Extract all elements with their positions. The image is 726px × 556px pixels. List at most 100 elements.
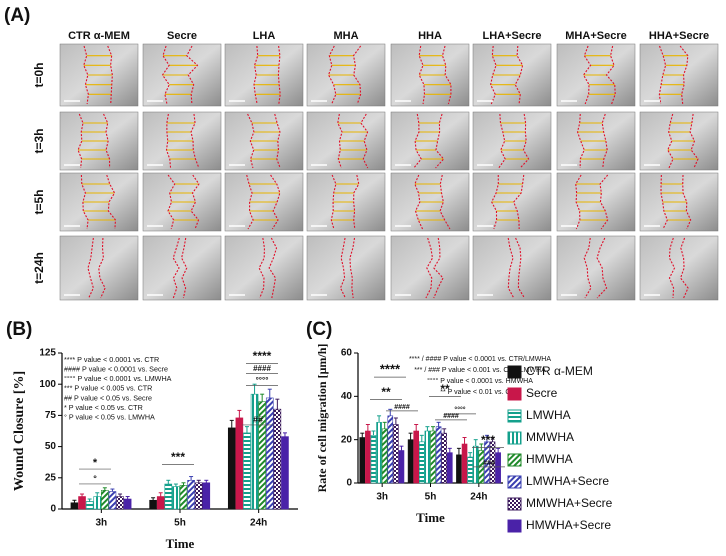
- significance-mark: ***: [481, 433, 495, 447]
- bar: [376, 422, 382, 484]
- bar: [495, 452, 501, 484]
- bar: [413, 430, 420, 484]
- wound-edge: [515, 237, 525, 299]
- panel-label: (C): [306, 319, 332, 340]
- significance-mark: **: [440, 382, 450, 396]
- y-tick-label: 0: [50, 504, 56, 515]
- x-tick-label: 5h: [174, 518, 186, 529]
- wound-edge: [605, 45, 616, 105]
- y-tick-label: 20: [341, 434, 353, 445]
- y-tick-label: 75: [45, 410, 57, 421]
- wound-edge: [682, 174, 692, 230]
- y-tick-label: 50: [45, 441, 57, 452]
- legend-swatch: [507, 431, 522, 445]
- significance-mark: **: [381, 385, 391, 399]
- significance-mark: ####: [253, 364, 271, 373]
- column-label: MHA: [333, 30, 358, 42]
- significance-mark: °: [93, 473, 97, 483]
- y-tick-label: 25: [45, 472, 57, 483]
- annotation: **** P value < 0.0001 vs. CTR: [64, 355, 159, 364]
- wound-edge: [268, 237, 278, 299]
- wound-edge: [599, 174, 609, 230]
- legend-label: HMWHA: [526, 452, 573, 466]
- wound-edge: [660, 174, 668, 230]
- wound-edge: [77, 113, 84, 169]
- bar: [435, 426, 442, 484]
- row-label: t=5h: [32, 189, 46, 214]
- y-tick-label: 100: [39, 379, 56, 390]
- wound-edge: [441, 45, 452, 105]
- annotation: *** / ### P value < 0.001 vs. CTR/LMWHA: [414, 367, 546, 374]
- wound-edge: [601, 113, 608, 169]
- bar: [407, 439, 414, 484]
- legend-label: HMWHA+Secre: [526, 518, 611, 532]
- bar: [164, 483, 173, 510]
- bar: [265, 397, 274, 510]
- y-tick-label: 125: [39, 348, 56, 359]
- wound-edge: [186, 45, 199, 105]
- bar: [194, 482, 203, 510]
- bar: [441, 432, 448, 484]
- x-tick-label: 3h: [95, 518, 107, 529]
- wound-edge: [433, 237, 444, 299]
- wound-edge: [414, 174, 424, 230]
- wound-edge: [106, 174, 117, 230]
- legend-label: MMWHA+Secre: [526, 496, 613, 510]
- bar: [430, 430, 436, 484]
- bar: [243, 432, 251, 510]
- bar: [365, 430, 371, 484]
- significance-mark: ****: [380, 361, 401, 376]
- wound-edge: [165, 113, 172, 169]
- annotation: ° P value < 0.05 vs. LMWHA: [64, 413, 155, 422]
- y-tick-label: 0: [346, 478, 352, 489]
- wound-edge: [425, 237, 434, 299]
- row-label: t=3h: [32, 128, 46, 153]
- column-label: CTR α-MEM: [68, 30, 130, 42]
- annotation: #### P value < 0.0001 vs. Secre: [64, 365, 168, 374]
- bar: [393, 424, 399, 484]
- significance-mark: °°°°: [256, 376, 269, 385]
- wound-edge: [418, 45, 426, 105]
- wound-edge: [161, 45, 170, 105]
- wound-edge: [413, 113, 422, 169]
- legend-label: Secre: [526, 386, 558, 400]
- significance-mark: ##: [253, 414, 263, 424]
- y-tick-label: 60: [341, 348, 353, 359]
- x-axis-label: Time: [416, 510, 445, 525]
- column-label: LHA+Secre: [482, 30, 541, 42]
- micrograph: [59, 235, 139, 301]
- bar: [273, 408, 282, 510]
- wound-edge: [490, 45, 497, 105]
- wound-edge: [349, 237, 356, 299]
- significance-mark: ****: [253, 349, 272, 363]
- bar: [202, 482, 211, 510]
- bar: [93, 496, 102, 510]
- wound-edge: [274, 113, 281, 169]
- significance-mark: °°°°: [454, 406, 465, 414]
- annotation: °°°° P value < 0.0001 vs. LMWHA: [64, 374, 172, 383]
- wound-edge: [327, 45, 337, 105]
- annotation: ** P value < 0.01 vs. CTR: [440, 389, 519, 396]
- wound-edge: [190, 113, 200, 169]
- row-label: t=24h: [32, 252, 46, 284]
- wound-edge: [576, 113, 585, 169]
- micrograph: [639, 235, 719, 301]
- bar: [108, 491, 117, 510]
- bar: [78, 496, 86, 510]
- annotation: *** P value < 0.005 vs. CTR: [64, 384, 152, 393]
- bar: [387, 415, 394, 484]
- bar: [472, 445, 479, 484]
- bar: [381, 428, 388, 484]
- column-label: LHA: [253, 30, 276, 42]
- y-axis-label: Wound Closure [%]: [12, 371, 27, 491]
- legend-swatch: [507, 475, 522, 489]
- bar: [123, 498, 132, 510]
- significance-mark: ***: [171, 450, 185, 464]
- x-tick-label: 3h: [376, 492, 388, 503]
- wound-edge: [181, 237, 188, 299]
- wound-edge: [330, 174, 337, 230]
- annotation: ## P value < 0.05 vs. Secre: [64, 393, 152, 402]
- wound-edge: [360, 113, 369, 169]
- bar: [446, 452, 453, 484]
